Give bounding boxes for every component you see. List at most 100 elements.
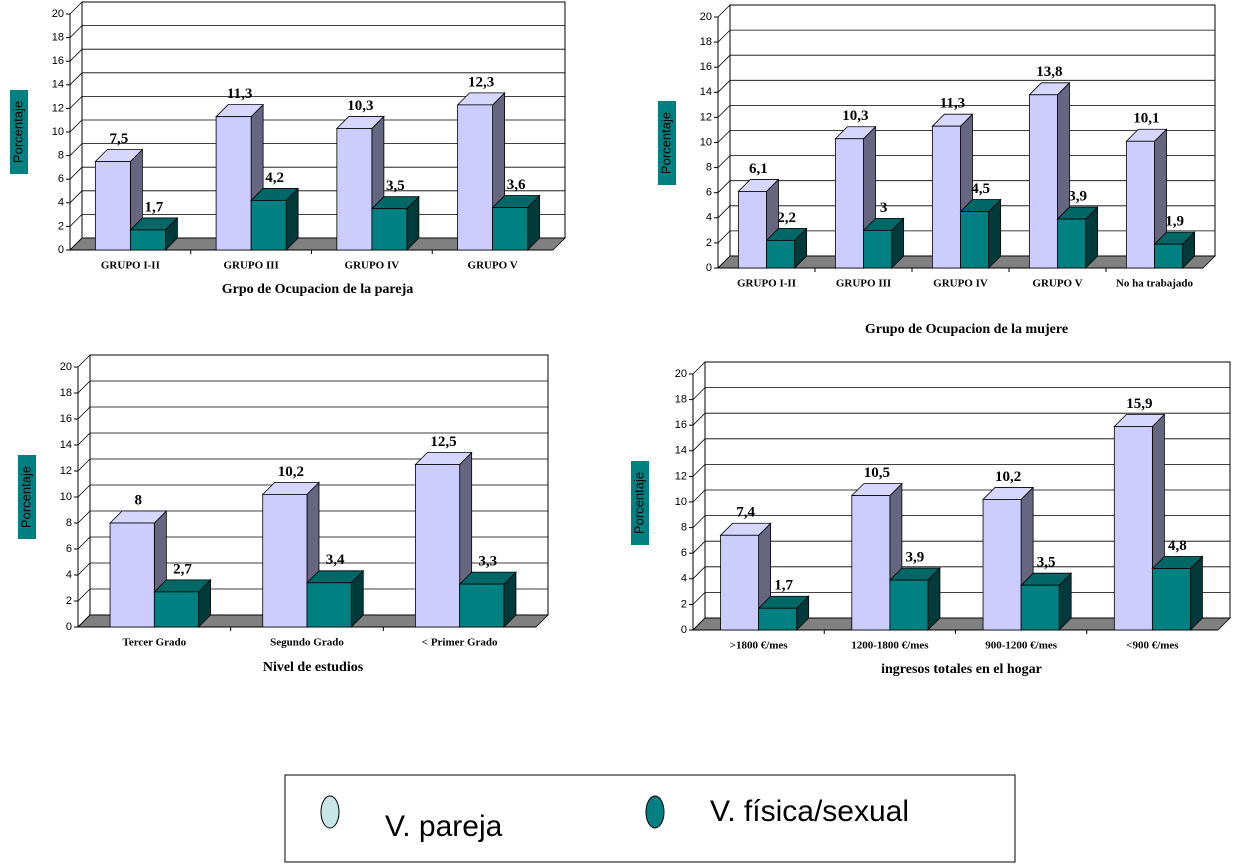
y-tick-label: 0 — [706, 262, 712, 274]
bar — [153, 591, 200, 628]
bar — [129, 229, 166, 251]
bar — [336, 128, 373, 251]
y-tick-label: 8 — [706, 162, 712, 174]
value-label: 10,5 — [864, 465, 890, 481]
grid-line — [77, 354, 548, 368]
y-tick-label: 18 — [700, 36, 712, 48]
x-tick-label: 1200-1800 €/mes — [851, 640, 929, 652]
y-tick-label: 4 — [681, 573, 687, 585]
value-label: 10,2 — [278, 464, 304, 480]
grid-line — [717, 4, 1215, 18]
grid-line — [69, 119, 565, 133]
grid-line — [717, 54, 1215, 68]
bar — [1057, 218, 1087, 269]
grid-line — [717, 79, 1215, 93]
grid-line — [692, 489, 1230, 503]
bar — [306, 582, 352, 628]
bar — [720, 534, 760, 631]
value-label: 3,9 — [906, 550, 925, 566]
value-label: 3,9 — [1068, 188, 1087, 204]
y-tick-label: 8 — [58, 150, 64, 162]
legend-label: V. física/sexual — [710, 795, 909, 828]
grid-line — [77, 458, 548, 472]
bar — [1020, 584, 1060, 631]
legend-label: V. pareja — [385, 810, 503, 843]
grid-line — [69, 25, 565, 38]
y-tick-label: 10 — [52, 126, 64, 138]
x-tick-label: <900 €/mes — [1126, 640, 1179, 652]
grid-line — [69, 72, 565, 86]
value-label: 10,3 — [347, 98, 373, 114]
bar — [1113, 426, 1153, 631]
value-label: 1,7 — [145, 199, 164, 215]
y-axis-title: Porcentaje — [631, 472, 646, 534]
value-label: 3,5 — [1037, 555, 1056, 571]
value-label: 4,2 — [265, 170, 284, 186]
x-axis-title: ingresos totales en el hogar — [881, 662, 1042, 677]
legend-swatch — [320, 795, 340, 829]
value-label: 12,3 — [468, 74, 494, 90]
x-tick-label: No ha trabajado — [1116, 278, 1194, 290]
y-tick-label: 2 — [66, 595, 72, 607]
y-axis-title: Porcentaje — [18, 466, 33, 528]
x-tick-label: GRUPO IV — [933, 278, 988, 290]
y-tick-label: 0 — [681, 624, 687, 636]
bar — [457, 104, 494, 251]
value-label: 8 — [134, 492, 142, 508]
grid-line — [77, 380, 548, 394]
y-tick-label: 8 — [681, 522, 687, 534]
grid-line — [69, 96, 565, 109]
grid-line — [77, 406, 548, 420]
y-axis-title-box — [658, 101, 676, 185]
value-label: 7,5 — [109, 131, 128, 147]
y-tick-label: 12 — [52, 102, 64, 114]
x-tick-label: GRUPO V — [468, 260, 518, 272]
value-label: 2,7 — [173, 561, 192, 577]
y-axis-title: Porcentaje — [10, 101, 25, 163]
grid-line — [77, 562, 548, 576]
grid-line — [77, 432, 548, 446]
y-tick-label: 16 — [700, 61, 712, 73]
y-tick-label: 18 — [675, 394, 687, 406]
x-tick-label: GRUPO I-II — [737, 278, 796, 290]
value-label: 10,2 — [995, 469, 1021, 485]
y-tick-label: 18 — [60, 387, 72, 399]
bar — [931, 125, 961, 269]
y-tick-label: 10 — [60, 491, 72, 503]
grid-line — [69, 190, 565, 204]
grid-line — [692, 463, 1230, 477]
y-tick-label: 16 — [52, 55, 64, 67]
x-tick-label: Tercer Grado — [123, 637, 187, 649]
y-tick-label: 14 — [675, 445, 687, 457]
value-label: 1,9 — [1165, 214, 1184, 230]
bar — [1125, 140, 1155, 269]
grid-line — [692, 566, 1230, 580]
value-label: 7,4 — [736, 505, 755, 521]
bar — [851, 495, 891, 631]
value-label: 3,3 — [478, 554, 497, 570]
y-axis-title-box — [10, 90, 28, 174]
bar — [766, 239, 796, 269]
grid-line — [692, 515, 1230, 528]
bar — [1151, 568, 1191, 631]
y-tick-label: 20 — [52, 8, 64, 20]
bar — [889, 579, 929, 631]
value-label: 3,4 — [326, 552, 345, 568]
y-tick-label: 12 — [700, 111, 712, 123]
bar — [215, 116, 252, 251]
bar — [371, 208, 408, 251]
bar-side — [1190, 555, 1203, 631]
y-tick-label: 10 — [700, 136, 712, 148]
y-tick-label: 10 — [675, 496, 687, 508]
y-tick-label: 6 — [58, 173, 64, 185]
bar — [863, 229, 893, 269]
y-tick-label: 2 — [58, 220, 64, 232]
value-label: 15,9 — [1126, 396, 1152, 412]
bar — [109, 522, 155, 628]
y-tick-label: 4 — [58, 197, 64, 209]
x-axis-title: Grupo de Ocupacion de la mujere — [865, 322, 1068, 337]
grid-line — [692, 412, 1230, 426]
y-tick-label: 12 — [675, 470, 687, 482]
legend-swatch — [645, 795, 665, 829]
